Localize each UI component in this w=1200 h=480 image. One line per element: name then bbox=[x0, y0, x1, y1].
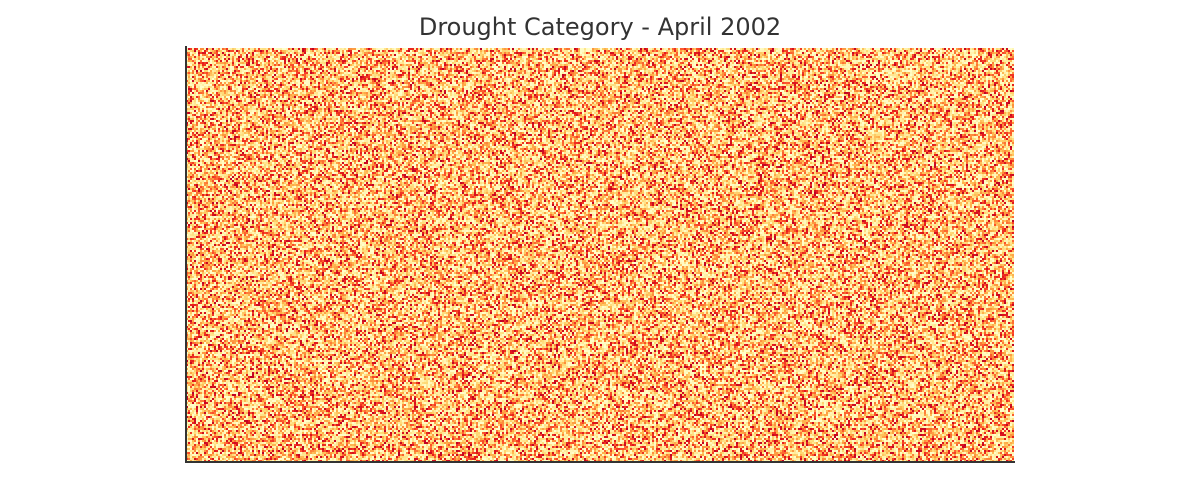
x-axis-line bbox=[185, 461, 1015, 463]
plot-area bbox=[186, 48, 1014, 462]
heatmap-grid bbox=[186, 48, 1014, 462]
chart-title: Drought Category - April 2002 bbox=[418, 13, 782, 41]
y-axis-line bbox=[185, 46, 187, 463]
